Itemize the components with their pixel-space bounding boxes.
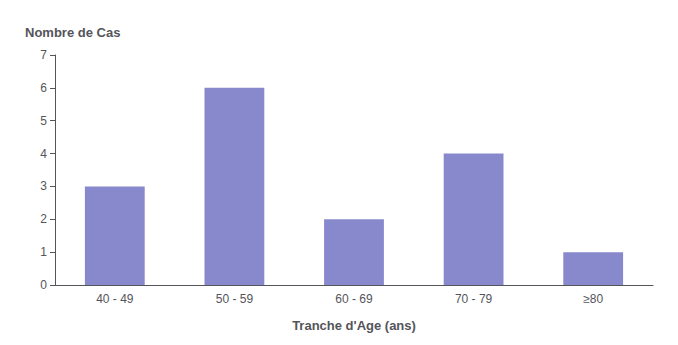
svg-text:4: 4 bbox=[40, 147, 47, 161]
svg-text:60 - 69: 60 - 69 bbox=[335, 292, 373, 306]
svg-text:7: 7 bbox=[40, 48, 47, 62]
svg-text:40 - 49: 40 - 49 bbox=[96, 292, 134, 306]
svg-text:0: 0 bbox=[40, 278, 47, 292]
svg-text:1: 1 bbox=[40, 245, 47, 259]
svg-text:6: 6 bbox=[40, 81, 47, 95]
svg-text:≥80: ≥80 bbox=[583, 292, 603, 306]
svg-text:2: 2 bbox=[40, 212, 47, 226]
svg-text:Tranche d'Age (ans): Tranche d'Age (ans) bbox=[292, 318, 416, 333]
svg-text:70 - 79: 70 - 79 bbox=[455, 292, 493, 306]
svg-text:50 - 59: 50 - 59 bbox=[216, 292, 254, 306]
svg-text:Nombre de Cas: Nombre de Cas bbox=[25, 25, 120, 40]
svg-text:3: 3 bbox=[40, 179, 47, 193]
svg-text:5: 5 bbox=[40, 114, 47, 128]
